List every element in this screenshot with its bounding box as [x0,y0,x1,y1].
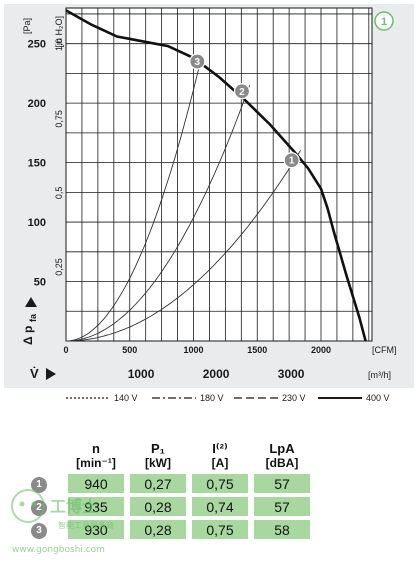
y-axis-label: Δ p fa [21,297,38,345]
header-i: I⁽²⁾ [A] [211,441,229,471]
legend-label: 400 V [366,393,390,403]
cell-n: 935 [68,497,124,516]
row-badge: 2 [31,500,47,516]
y-tick-label: 200 [28,98,46,110]
series-line [65,9,367,342]
cell-lpa: 58 [254,520,310,539]
operating-point [189,53,206,70]
y-tick-label: 150 [28,158,46,170]
y-tick-label: 50 [34,277,46,289]
x-tick-label: 0 [63,345,68,355]
y2-tick-label: 0,5 [54,187,64,200]
table-row: 3 930 0,28 0,75 58 [16,520,310,539]
plot-area [66,8,372,341]
x-tick-label: 500 [122,345,137,355]
legend-label: 140 V [114,393,138,403]
cell-i: 0,75 [192,474,248,493]
header-p1: P₁ [kW] [145,441,171,471]
series-lines [65,9,367,342]
x-unit-cfm: [CFM] [372,345,397,355]
x-axis-arrow-icon [46,368,56,380]
cell-n: 930 [68,520,124,539]
x-unit-m3h: [m³/h] [368,370,391,380]
watermark-url: www.gongboshi.com [12,545,105,555]
cell-p1: 0,28 [130,497,186,516]
data-table-wrap: n [min⁻¹] P₁ [kW] I⁽²⁾ [A] LpA [dBA] 1 940 0… [10,438,410,543]
header-n: n [min⁻¹] [76,441,116,471]
system-curve [66,150,301,342]
data-table: n [min⁻¹] P₁ [kW] I⁽²⁾ [A] LpA [dBA] 1 940 0… [10,438,316,543]
cell-i: 0,74 [192,497,248,516]
table-row: 1 940 0,27 0,75 57 [16,474,310,493]
operating-point [233,83,251,100]
y-axis-label-main: Δ p [21,326,35,345]
fan-curve-chart: 1 2 3 50 100 150 200 250 0,25 0,5 0,75 1,0 0 500 1000… [4,4,414,403]
table-row: 2 935 0,28 0,74 57 [16,497,310,516]
plot-frame [65,7,373,342]
x-axis-label: V̇ [30,366,39,381]
row-badge: 3 [31,523,47,539]
figure-badge-text: 1 [381,16,387,28]
y-unit-inh2o: [in H₂O] [54,16,64,48]
table-corner [16,442,62,470]
legend-label: 180 V [200,393,224,403]
operating-point-label: 1 [289,156,295,167]
legend-label: 230 V [282,393,306,403]
y-axis-arrow-icon [25,297,37,307]
y-tick-label: 100 [28,217,46,229]
header-lpa: LpA [dBA] [265,441,299,471]
cell-lpa: 57 [254,497,310,516]
y-unit-pa: [Pa] [22,18,32,34]
x-tick-label: 1500 [247,345,267,355]
figure-badge [374,11,394,31]
cell-n: 940 [68,474,124,493]
operating-points: 1 2 3 [189,53,300,169]
y2-tick-label: 0,25 [54,258,64,276]
legend: 140 V 180 V 230 V 400 V [66,393,390,403]
cell-p1: 0,28 [130,520,186,539]
x2-tick-label: 3000 [278,367,305,381]
y-tick-label: 250 [28,39,46,51]
operating-point [283,152,300,169]
system-curve [65,58,202,342]
system-curve [66,85,251,342]
row-badge: 1 [31,477,47,493]
y-axis-label-sub: fa [28,313,38,322]
tick-labels: 50 100 150 200 250 0,25 0,5 0,75 1,0 0 500 1000 1500… [28,39,331,381]
y2-tick-label: 0,75 [54,110,64,128]
x-tick-label: 2000 [311,345,331,355]
y2-tick-label: 1,0 [54,39,64,52]
cell-i: 0,75 [192,520,248,539]
operating-point-label: 2 [239,87,245,98]
operating-point-label: 3 [195,57,201,68]
x2-tick-label: 1000 [128,367,155,381]
cell-lpa: 57 [254,474,310,493]
system-curves [65,58,301,342]
x2-tick-label: 2000 [203,367,230,381]
x-tick-label: 1000 [183,345,203,355]
cell-p1: 0,27 [130,474,186,493]
